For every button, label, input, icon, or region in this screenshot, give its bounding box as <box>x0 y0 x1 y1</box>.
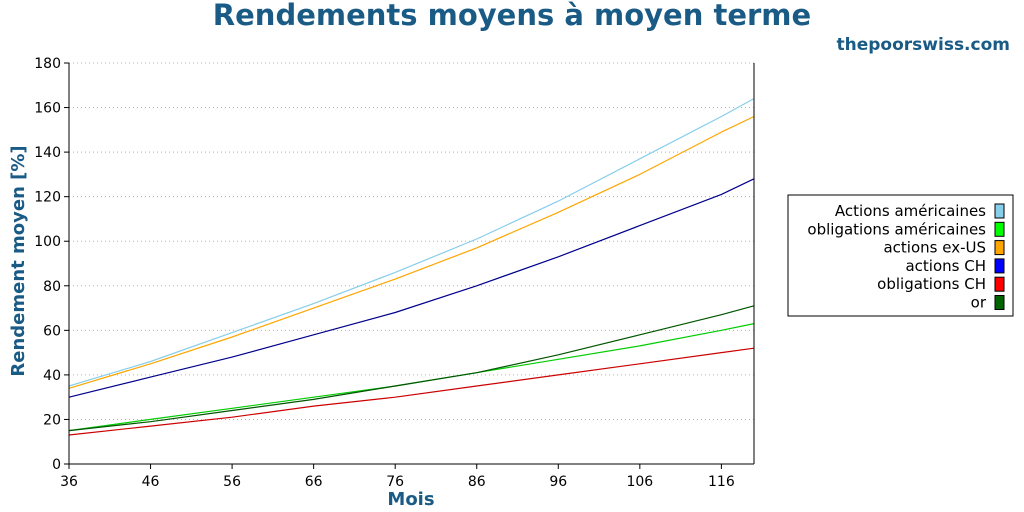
series-lines <box>68 98 755 436</box>
x-tick-label: 106 <box>626 474 653 490</box>
legend-label: actions CH <box>905 257 986 275</box>
series-line-3 <box>68 178 755 398</box>
y-tick-label: 160 <box>34 101 61 117</box>
x-axis-title: Mois <box>387 489 434 510</box>
series-line-4 <box>68 347 755 436</box>
y-tick-label: 80 <box>43 279 61 295</box>
y-tick-label: 120 <box>34 190 61 206</box>
legend-label: actions ex-US <box>883 239 986 257</box>
legend-swatch <box>994 276 1005 292</box>
x-tick-label: 36 <box>60 474 78 490</box>
legend-swatch <box>994 221 1005 237</box>
y-tick-label: 140 <box>34 145 61 161</box>
legend-swatch <box>994 203 1005 219</box>
y-ticks: 0 20 40 60 80 100 120 140 160 180 <box>34 56 69 473</box>
series-line-1 <box>68 323 755 432</box>
y-tick-label: 100 <box>34 234 61 250</box>
legend-swatch <box>994 295 1005 310</box>
legend-swatch <box>994 240 1005 256</box>
legend-box <box>787 194 1014 317</box>
x-ticks: 36 46 56 66 76 86 96 106 116 <box>60 464 735 490</box>
y-tick-label: 0 <box>52 457 61 473</box>
series-line-2 <box>68 115 755 389</box>
legend-label: Actions américaines <box>835 202 986 220</box>
x-tick-label: 96 <box>549 474 567 490</box>
x-tick-label: 86 <box>468 474 486 490</box>
x-tick-label: 56 <box>223 474 241 490</box>
series-line-0 <box>68 98 755 387</box>
x-tick-label: 66 <box>305 474 323 490</box>
y-tick-label: 20 <box>43 412 61 428</box>
grid <box>69 62 754 420</box>
legend-label: obligations américaines <box>807 220 986 238</box>
chart-title: Rendements moyens à moyen terme <box>212 0 812 32</box>
legend-label: or <box>971 294 987 312</box>
x-tick-label: 46 <box>142 474 160 490</box>
site-watermark: thepoorswiss.com <box>836 35 1011 55</box>
x-tick-label: 76 <box>386 474 404 490</box>
y-tick-label: 40 <box>43 368 61 384</box>
x-tick-label: 116 <box>708 474 735 490</box>
axes <box>68 63 755 465</box>
y-tick-label: 60 <box>43 323 61 339</box>
legend-swatch <box>994 258 1005 274</box>
y-axis-title: Rendement moyen [%] <box>8 145 29 376</box>
y-tick-label: 180 <box>34 56 61 72</box>
series-line-5 <box>68 305 755 432</box>
legend-label: obligations CH <box>877 275 986 293</box>
